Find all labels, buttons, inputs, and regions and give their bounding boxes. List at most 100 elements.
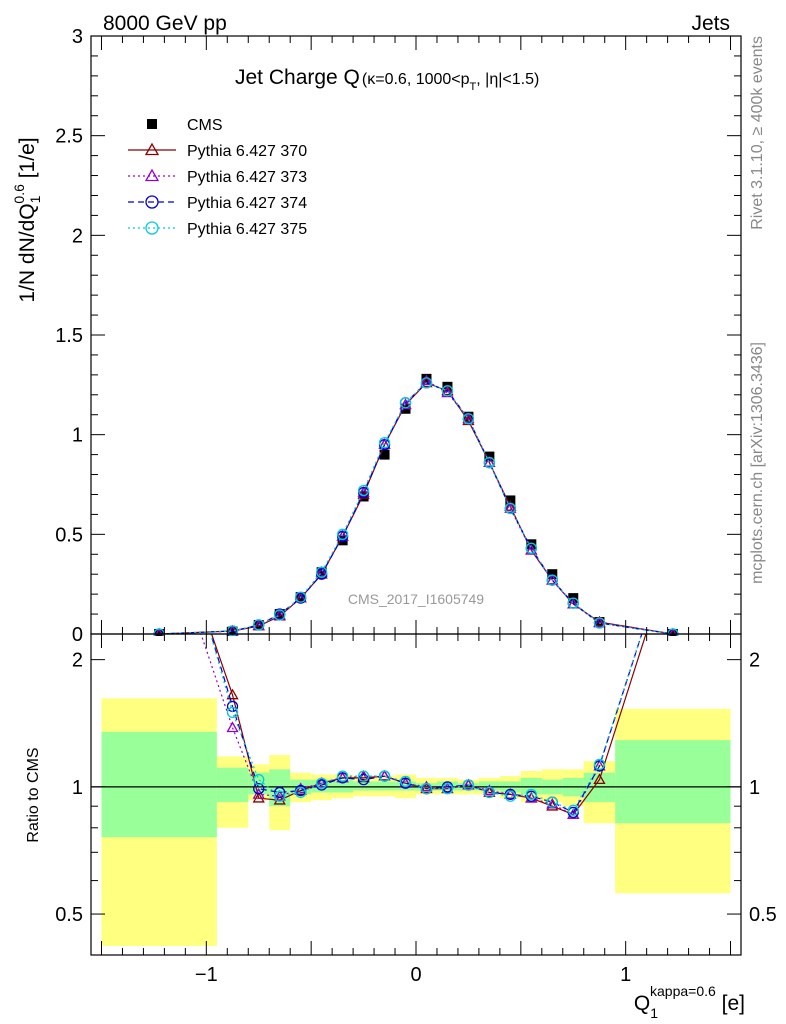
data-point	[226, 706, 239, 719]
data-point	[378, 770, 391, 782]
data-point	[504, 502, 517, 515]
main-y-axis-label: 1/N dN/dQ10.6 [1/e]	[11, 137, 43, 302]
data-point	[357, 484, 370, 497]
mcplots-label: mcplots.cern.ch [arXiv:1306.3436]	[749, 342, 766, 584]
data-point	[462, 412, 475, 424]
band-green	[615, 740, 731, 824]
data-point	[504, 790, 517, 802]
data-point	[357, 488, 370, 499]
rivet-label: Rivet 3.1.10, ≥ 400k events	[749, 36, 766, 230]
data-point	[315, 776, 328, 788]
data-point	[315, 565, 328, 577]
data-point	[316, 567, 327, 578]
data-point	[274, 786, 286, 799]
data-point	[378, 769, 391, 781]
data-point	[336, 770, 349, 782]
header-right: Jets	[691, 12, 730, 35]
data-point	[399, 775, 412, 788]
data-point	[483, 456, 496, 467]
ratio-y-ticks: 0.5 0.5 1 1 2 2	[55, 650, 777, 926]
data-point	[144, 142, 160, 156]
legend-marker	[147, 119, 157, 129]
main-series	[153, 373, 679, 636]
y-tick-label: 2	[72, 225, 83, 247]
band-green	[216, 767, 249, 803]
data-point	[273, 789, 286, 801]
legend: CMS Pythia 6.427 370 Pythia 6.427 373 Pythi…	[128, 117, 307, 238]
legend-label: Pythia 6.427 370	[187, 143, 307, 160]
y-tick-label: 0.5	[55, 904, 83, 926]
data-point	[667, 629, 678, 636]
data-point	[336, 530, 349, 541]
y-tick-label: 1	[749, 777, 760, 799]
data-point	[145, 221, 159, 235]
plot-title: Jet Charge Q (κ=0.6, 1000<pT, |η|<1.5)	[235, 66, 539, 93]
data-point	[399, 398, 412, 410]
data-point	[154, 629, 165, 636]
main-panel: 0 0.5 1 1.5 2 2.5 3 CMS Pythia 6.427 370 Pythia 6…	[55, 26, 742, 646]
data-point	[357, 770, 370, 782]
data-point	[315, 777, 328, 789]
uncertainty-bands	[101, 698, 731, 947]
data-point	[336, 528, 349, 540]
x-axis-label: Q1kappa=0.6 [e]	[634, 983, 745, 1021]
data-point	[378, 438, 391, 450]
data-point	[226, 721, 239, 733]
x-tick-label: 0	[410, 964, 421, 986]
y-tick-label: 1.5	[55, 325, 83, 347]
data-point	[546, 574, 558, 586]
y-tick-label: 1	[72, 777, 83, 799]
data-point	[295, 591, 307, 603]
legend-label: Pythia 6.427 373	[187, 169, 307, 186]
data-point	[226, 688, 239, 700]
legend-label: CMS	[187, 117, 223, 134]
data-point	[483, 456, 496, 469]
data-point	[593, 616, 606, 628]
data-point	[546, 573, 559, 585]
data-point	[483, 784, 496, 795]
band-green	[374, 781, 396, 791]
data-point	[504, 500, 517, 511]
data-point	[274, 609, 286, 621]
data-point	[593, 758, 606, 771]
series-line	[159, 382, 673, 635]
band-green	[101, 731, 217, 838]
series-line	[200, 634, 643, 816]
data-point	[379, 449, 390, 460]
band-green	[332, 779, 354, 793]
y-tick-label: 1	[72, 425, 83, 447]
legend-label: Pythia 6.427 374	[187, 195, 307, 212]
data-point	[274, 790, 286, 802]
data-point	[253, 774, 265, 786]
data-point	[462, 779, 475, 791]
band-green	[436, 781, 458, 791]
legend-label: Pythia 6.427 375	[187, 221, 307, 238]
data-point	[420, 374, 433, 386]
data-point	[567, 804, 579, 816]
band-green	[353, 781, 375, 791]
data-point	[145, 195, 159, 209]
data-point	[357, 774, 370, 786]
data-point	[420, 783, 433, 795]
ratio-frame	[90, 633, 742, 956]
x-ticks: −1 0 1	[100, 36, 732, 986]
data-point	[567, 597, 579, 609]
data-point	[357, 486, 370, 497]
main-y-ticks: 0 0.5 1 1.5 2 2.5 3	[55, 26, 741, 646]
data-point	[295, 786, 307, 799]
data-point	[462, 413, 475, 425]
ratio-panel: −1 0 1 0.5 0.5 1 1 2 2	[55, 36, 777, 986]
data-point	[525, 791, 538, 803]
data-point	[546, 799, 559, 811]
data-point	[144, 168, 160, 182]
data-point	[378, 436, 391, 449]
y-tick-label: 3	[72, 26, 83, 48]
y-tick-label: 2	[749, 650, 760, 672]
data-point	[593, 773, 606, 785]
data-point	[253, 619, 265, 631]
data-point	[441, 386, 454, 398]
y-tick-label: 0.5	[749, 904, 777, 926]
ratio-y-axis-label: Ratio to CMS	[25, 747, 42, 842]
ratio-series	[200, 634, 647, 819]
